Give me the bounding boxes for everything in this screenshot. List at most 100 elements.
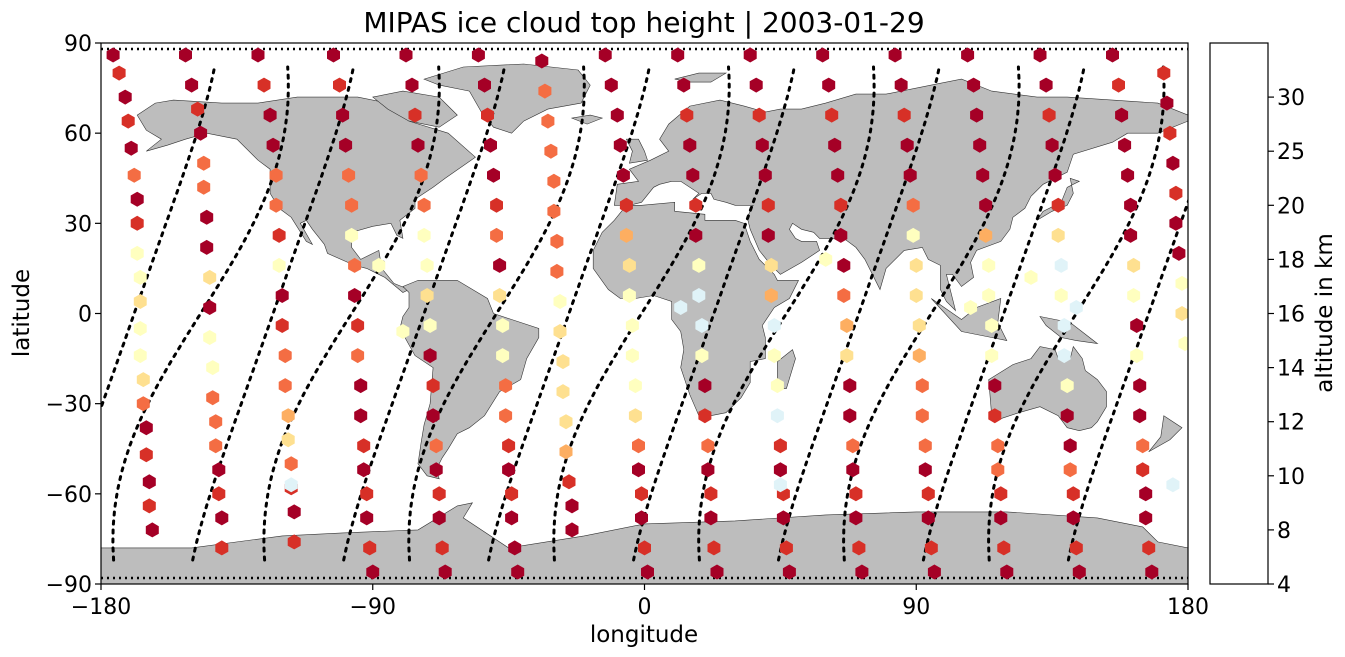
data-point [351, 318, 365, 333]
data-point [354, 408, 368, 424]
data-point [550, 263, 564, 279]
colorbar-tick-label: 4 [1277, 573, 1291, 598]
data-point [743, 47, 757, 63]
orbit-track [111, 65, 290, 562]
data-point [840, 348, 854, 364]
data-point [1142, 540, 1156, 556]
data-point [849, 510, 863, 526]
x-tick-label: 90 [902, 595, 930, 620]
data-point [351, 348, 365, 364]
land-uk [625, 138, 648, 164]
data-point [493, 288, 507, 303]
data-point [200, 209, 214, 225]
data-point [203, 269, 217, 285]
data-points [106, 47, 1188, 580]
data-point [203, 300, 217, 315]
data-point [272, 257, 286, 273]
data-point [1118, 137, 1132, 153]
data-point [508, 540, 522, 556]
data-point [758, 167, 772, 183]
data-point [767, 348, 781, 364]
data-point [1069, 540, 1083, 556]
data-point [834, 197, 848, 213]
data-point [502, 438, 516, 454]
data-point [559, 444, 573, 460]
data-point [770, 378, 784, 394]
data-point [490, 227, 503, 243]
data-point [982, 257, 996, 273]
orbit-track [342, 65, 506, 562]
data-point [490, 197, 503, 213]
orbit-track [632, 65, 796, 562]
data-point [194, 125, 208, 141]
data-point [354, 378, 368, 394]
data-point [683, 137, 697, 153]
y-tick-label: −90 [46, 573, 92, 598]
data-point [897, 107, 911, 123]
data-point [547, 203, 561, 219]
data-point [251, 47, 265, 63]
data-point [628, 378, 642, 394]
data-point [366, 564, 380, 580]
orbit-track [1066, 197, 1188, 562]
x-tick-label: 0 [638, 595, 652, 620]
data-point [686, 167, 700, 183]
data-point [834, 227, 848, 243]
data-point [924, 540, 938, 556]
data-point [145, 522, 159, 538]
data-point [275, 318, 289, 333]
data-point [1130, 318, 1144, 333]
data-point [499, 408, 513, 424]
data-point [139, 447, 153, 463]
data-point [967, 77, 981, 93]
data-point [628, 408, 642, 424]
data-point [1136, 462, 1150, 478]
data-point [426, 378, 440, 394]
data-point [1112, 77, 1125, 93]
data-point [423, 318, 437, 333]
data-point [405, 77, 419, 93]
data-point [918, 438, 932, 454]
data-point [263, 107, 277, 123]
data-point [632, 462, 645, 478]
data-point [822, 77, 836, 93]
land-greenland [423, 63, 591, 134]
data-point [360, 510, 374, 526]
data-point [565, 498, 579, 514]
data-point [1072, 564, 1086, 580]
land-north-america [136, 96, 476, 293]
data-point [544, 143, 558, 159]
data-point [562, 474, 576, 490]
data-point [638, 540, 651, 556]
orbit-track [487, 65, 651, 562]
data-point [915, 378, 929, 394]
data-point [912, 318, 926, 333]
data-point [1063, 462, 1077, 478]
land-africa [592, 201, 799, 416]
colorbar-tick-label: 12 [1277, 411, 1305, 436]
data-point [136, 372, 150, 388]
data-point [625, 348, 639, 364]
data-point [991, 438, 1005, 454]
data-point [133, 321, 147, 336]
data-point [133, 348, 147, 364]
data-point [1054, 288, 1068, 303]
data-point [360, 486, 374, 502]
data-point [704, 510, 718, 526]
data-point [438, 564, 452, 580]
data-point [414, 167, 428, 183]
data-point [496, 348, 510, 364]
data-point [269, 197, 283, 213]
data-point [435, 540, 449, 556]
data-point [535, 53, 549, 69]
data-point [1048, 167, 1062, 183]
data-point [849, 486, 863, 502]
data-point [432, 486, 446, 502]
data-point [348, 288, 362, 303]
data-point [598, 47, 612, 63]
data-point [499, 378, 513, 394]
data-point [185, 77, 199, 93]
data-point [212, 462, 226, 478]
data-point [698, 378, 712, 394]
